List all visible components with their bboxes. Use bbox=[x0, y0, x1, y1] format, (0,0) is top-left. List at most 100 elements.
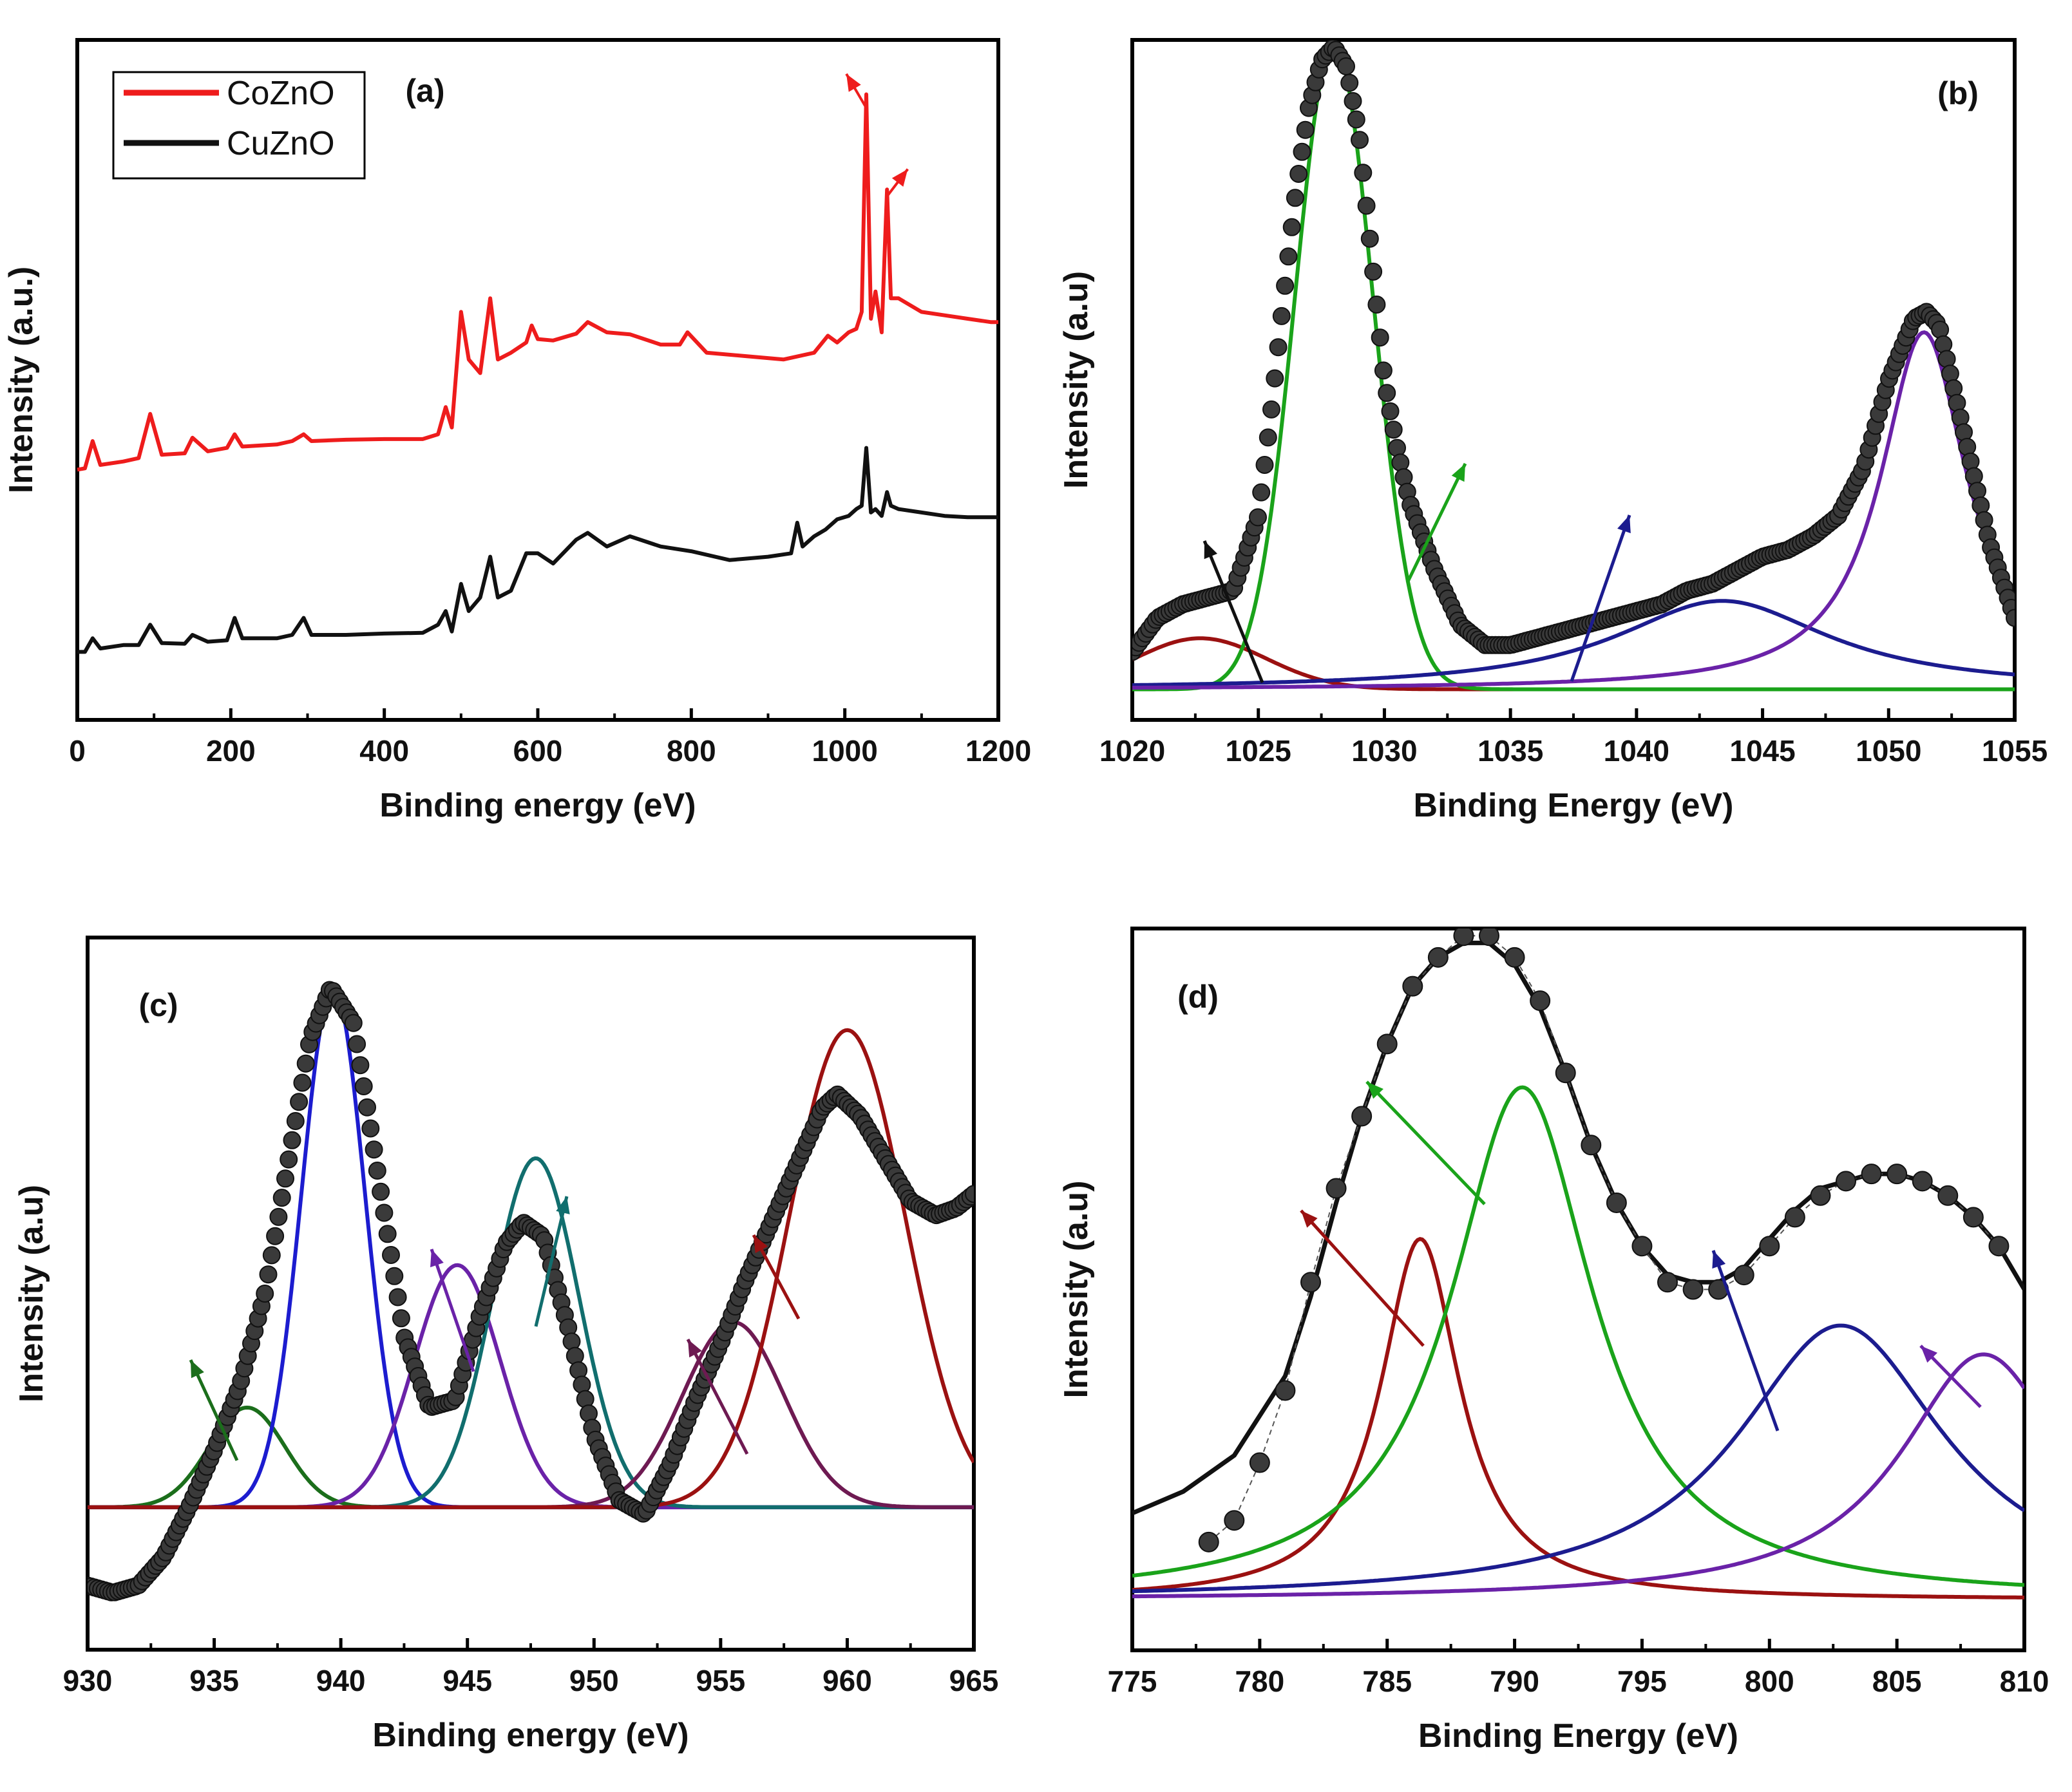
cooh2-arrow-head bbox=[1301, 1211, 1318, 1228]
panel-b: 1020 1025 1030 1035 1040 1045 1050 1055 Binding … bbox=[1058, 38, 2048, 824]
data-point bbox=[1937, 1185, 1959, 1206]
cuo-arrow bbox=[534, 1196, 569, 1327]
data-point bbox=[1272, 307, 1291, 325]
fit-component bbox=[1132, 330, 2015, 690]
data-point bbox=[1427, 947, 1449, 968]
legend: CoZnO CuZnO bbox=[112, 71, 366, 180]
data-point bbox=[1479, 929, 1499, 947]
panel-label: (d) bbox=[1177, 979, 1219, 1015]
data-point bbox=[1364, 262, 1383, 281]
panel-c: 930 935 940 945 950 955 960 965 Binding energy (… bbox=[13, 936, 998, 1754]
x-tick-label: 1030 bbox=[1351, 734, 1417, 768]
data-point bbox=[1384, 420, 1403, 439]
data-point bbox=[259, 1265, 278, 1284]
zn2p12-arrow-head bbox=[891, 169, 908, 187]
data-point bbox=[1784, 1207, 1805, 1228]
co3o4-arrow bbox=[1711, 1250, 1780, 1431]
data-point bbox=[382, 1246, 400, 1264]
cu2plus-arrow bbox=[189, 1359, 239, 1462]
data-point bbox=[375, 1203, 394, 1222]
data-point bbox=[1504, 947, 1525, 968]
data-point bbox=[1357, 196, 1376, 215]
series-cuzno bbox=[77, 446, 998, 654]
data-point bbox=[1391, 453, 1410, 472]
cu2plus-arrow-head bbox=[191, 1360, 204, 1379]
zn0-arrow bbox=[1570, 514, 1631, 682]
legend-entry: CuZnO bbox=[227, 125, 335, 162]
data-point bbox=[1300, 1272, 1321, 1293]
x-tick-label: 1000 bbox=[812, 734, 877, 768]
data-point bbox=[266, 1227, 285, 1245]
series-cozno bbox=[77, 92, 998, 472]
data-point bbox=[1964, 467, 1983, 486]
data-point bbox=[365, 1140, 383, 1159]
data-point bbox=[1759, 1236, 1780, 1257]
x-tick-label: 780 bbox=[1235, 1665, 1284, 1698]
data-point bbox=[344, 1014, 363, 1032]
zno-arrow-head bbox=[1451, 464, 1465, 482]
plot-frame bbox=[86, 936, 976, 1652]
zn0-arrow-head bbox=[1617, 515, 1631, 534]
x-axis-label: Binding energy (eV) bbox=[372, 1717, 689, 1754]
data-point bbox=[351, 1056, 370, 1075]
data-point bbox=[348, 1035, 366, 1053]
data-point bbox=[378, 1225, 397, 1243]
data-point bbox=[1296, 120, 1315, 139]
data-point bbox=[269, 1207, 288, 1226]
panel-d: 775 780 785 790 795 800 805 810 Binding Energy (… bbox=[1058, 927, 2049, 1755]
x-tick-label: 600 bbox=[513, 734, 563, 768]
fit-layer bbox=[88, 981, 974, 1601]
x-tick-label: 1025 bbox=[1226, 734, 1291, 768]
data-point bbox=[385, 1267, 404, 1285]
data-point bbox=[262, 1246, 281, 1265]
x-tick-label: 785 bbox=[1362, 1665, 1412, 1698]
plot-frame bbox=[1130, 927, 2026, 1652]
data-point bbox=[1951, 408, 1970, 427]
data-point bbox=[1733, 1265, 1754, 1286]
fit-layer bbox=[1132, 40, 2015, 692]
data-point bbox=[1367, 296, 1386, 314]
data-point bbox=[290, 1093, 309, 1111]
data-point bbox=[388, 1288, 407, 1306]
y-axis-label: Intensity (a.u) bbox=[13, 1185, 50, 1402]
data-point bbox=[1340, 73, 1359, 92]
data-point bbox=[1631, 1236, 1653, 1257]
data-point bbox=[1402, 976, 1423, 997]
legend-entry: CoZnO bbox=[227, 75, 335, 112]
data-point bbox=[1394, 468, 1413, 487]
data-point bbox=[1351, 1106, 1373, 1127]
fit-component bbox=[1132, 1352, 2024, 1599]
fit-component bbox=[1132, 1236, 2024, 1599]
data-point bbox=[1530, 990, 1551, 1012]
data-point bbox=[286, 1112, 305, 1130]
cooh2-arrow bbox=[1300, 1209, 1425, 1347]
data-point bbox=[361, 1119, 380, 1138]
znoh2-arrow bbox=[1202, 540, 1264, 683]
y-axis-label: Intensity (a.u) bbox=[1058, 1180, 1095, 1398]
x-tick-label: 950 bbox=[569, 1664, 619, 1697]
data-point bbox=[1249, 508, 1267, 527]
data-point bbox=[1255, 456, 1274, 474]
data-point bbox=[1282, 218, 1301, 236]
x-axis-label: Binding Energy (eV) bbox=[1414, 787, 1734, 824]
data-point bbox=[296, 1054, 315, 1073]
x-tick-label: 1200 bbox=[965, 734, 1031, 768]
data-point bbox=[1344, 92, 1362, 110]
data-point bbox=[1351, 131, 1369, 149]
data-point bbox=[1682, 1279, 1704, 1300]
x-tick-label: 805 bbox=[1872, 1665, 1922, 1698]
data-point bbox=[1975, 511, 1993, 529]
panel-label: (b) bbox=[1937, 75, 1979, 111]
zno-arrow bbox=[1405, 462, 1467, 584]
coo-arrow bbox=[1365, 1080, 1486, 1205]
data-point bbox=[2006, 608, 2015, 627]
y-axis-label: Intensity (a.u.) bbox=[3, 267, 40, 493]
y-axis-label: Intensity (a.u) bbox=[1058, 271, 1095, 489]
data-point bbox=[1252, 483, 1271, 502]
x-tick-label: 775 bbox=[1108, 1665, 1157, 1698]
fit-component bbox=[88, 1028, 974, 1509]
data-point bbox=[1354, 164, 1373, 182]
data-point bbox=[1249, 1452, 1270, 1473]
data-point bbox=[1887, 1164, 1908, 1185]
cuoh2-arrow bbox=[430, 1249, 475, 1372]
